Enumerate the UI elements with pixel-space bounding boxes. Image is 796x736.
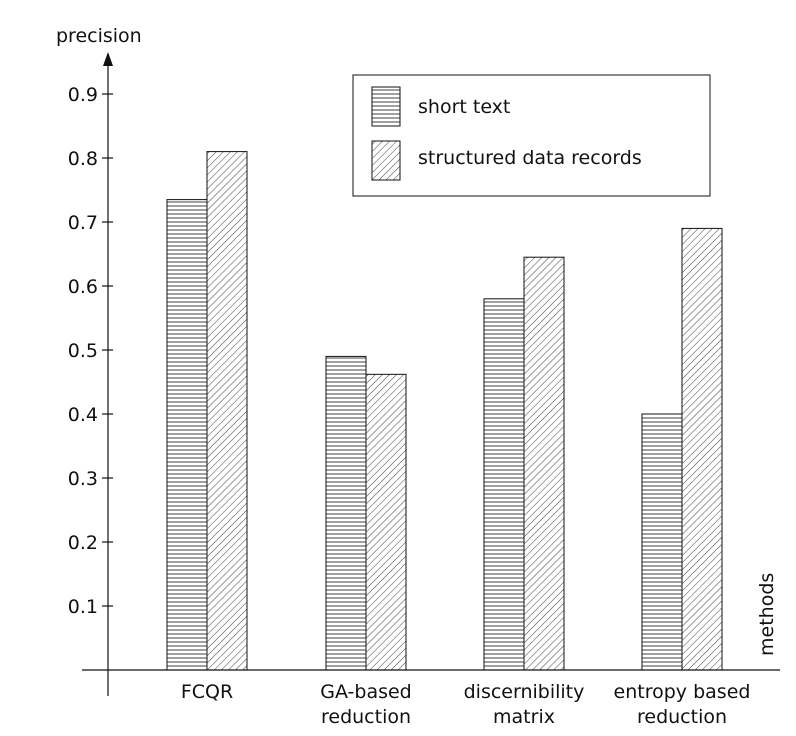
axes-layer xyxy=(82,52,780,696)
category-label: FCQR xyxy=(181,681,233,703)
legend: short text structured data records xyxy=(352,74,711,197)
bar-short-text-3 xyxy=(641,413,683,671)
y-tick-label: 0.3 xyxy=(68,468,98,490)
category-label: entropy based xyxy=(614,681,751,703)
y-tick-label: 0.7 xyxy=(68,212,98,234)
legend-label-structured-data-records: structured data records xyxy=(418,147,642,169)
bar-structured-data-records-2 xyxy=(523,256,565,671)
x-axis-title: methods xyxy=(756,573,778,656)
y-tick-label: 0.8 xyxy=(68,148,98,170)
bar-short-text-2 xyxy=(483,298,525,671)
legend-swatch-structured-data-records xyxy=(371,140,401,181)
y-axis-title: precision xyxy=(56,25,142,47)
category-label: reduction xyxy=(321,706,411,728)
bar-structured-data-records-0 xyxy=(206,151,248,671)
bar-structured-data-records-3 xyxy=(681,227,723,671)
y-tick-label: 0.1 xyxy=(68,596,98,618)
y-ticks-layer: 0.1 0.2 0.3 0.4 0.5 0.6 0.7 0.8 0.9 xyxy=(68,84,113,618)
category-label: discernibility xyxy=(464,681,585,703)
y-tick-label: 0.5 xyxy=(68,340,98,362)
bar-short-text-0 xyxy=(166,199,208,671)
y-tick-label: 0.2 xyxy=(68,532,98,554)
category-label: reduction xyxy=(637,706,727,728)
bars-layer xyxy=(166,151,723,671)
bar-structured-data-records-1 xyxy=(365,373,407,671)
y-tick-label: 0.9 xyxy=(68,84,98,106)
y-axis-arrow xyxy=(103,52,113,66)
category-label: GA-based xyxy=(320,681,412,703)
y-tick-label: 0.4 xyxy=(68,404,98,426)
y-tick-label: 0.6 xyxy=(68,276,98,298)
legend-label-short-text: short text xyxy=(418,96,510,118)
legend-swatch-short-text xyxy=(371,86,401,127)
bar-short-text-1 xyxy=(325,355,367,671)
legend-box xyxy=(352,74,711,197)
category-labels-layer: FCQR GA-based reduction discernibility matri… xyxy=(181,681,751,728)
category-label: matrix xyxy=(493,706,555,728)
